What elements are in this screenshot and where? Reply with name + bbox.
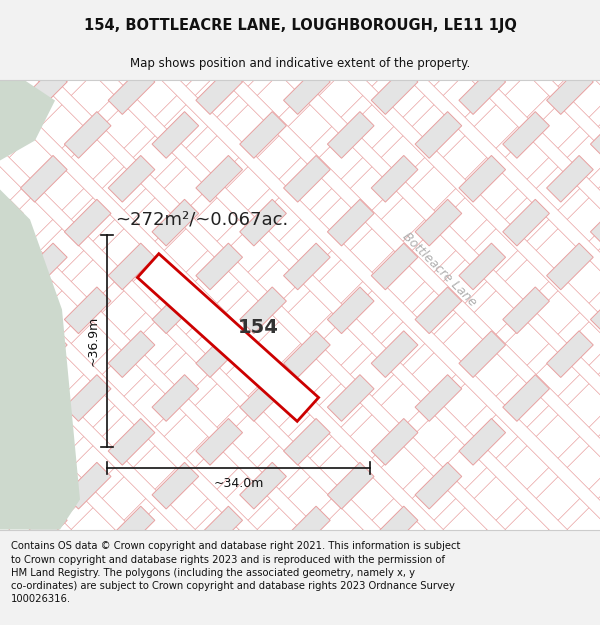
- Polygon shape: [226, 0, 600, 625]
- Polygon shape: [0, 24, 23, 71]
- Polygon shape: [196, 243, 242, 290]
- Text: ~272m²/~0.067ac.: ~272m²/~0.067ac.: [115, 211, 288, 229]
- Polygon shape: [20, 156, 67, 202]
- Polygon shape: [412, 0, 600, 625]
- Polygon shape: [590, 112, 600, 158]
- Polygon shape: [503, 374, 550, 421]
- Polygon shape: [415, 462, 462, 509]
- Text: Map shows position and indicative extent of the property.: Map shows position and indicative extent…: [130, 58, 470, 71]
- Polygon shape: [152, 462, 199, 509]
- Polygon shape: [284, 243, 330, 290]
- Polygon shape: [0, 0, 353, 625]
- Polygon shape: [0, 0, 457, 625]
- Polygon shape: [371, 68, 418, 114]
- Polygon shape: [284, 331, 330, 378]
- Polygon shape: [240, 550, 286, 597]
- Polygon shape: [64, 199, 111, 246]
- Polygon shape: [547, 243, 593, 290]
- Polygon shape: [40, 0, 600, 625]
- Polygon shape: [459, 331, 506, 378]
- Polygon shape: [547, 331, 593, 378]
- Polygon shape: [205, 0, 600, 625]
- Polygon shape: [0, 0, 581, 625]
- Polygon shape: [0, 0, 167, 625]
- Polygon shape: [0, 287, 23, 334]
- Polygon shape: [196, 156, 242, 202]
- Polygon shape: [0, 0, 43, 625]
- Polygon shape: [196, 506, 242, 553]
- Polygon shape: [328, 199, 374, 246]
- Polygon shape: [547, 68, 593, 114]
- Polygon shape: [371, 243, 418, 290]
- Polygon shape: [454, 0, 600, 625]
- Polygon shape: [590, 199, 600, 246]
- Polygon shape: [0, 0, 229, 625]
- Polygon shape: [349, 0, 600, 625]
- Polygon shape: [459, 68, 506, 114]
- Polygon shape: [240, 199, 286, 246]
- Polygon shape: [328, 462, 374, 509]
- Text: Contains OS data © Crown copyright and database right 2021. This information is : Contains OS data © Crown copyright and d…: [11, 541, 460, 604]
- Polygon shape: [0, 462, 23, 509]
- Polygon shape: [459, 419, 506, 465]
- Polygon shape: [0, 0, 476, 625]
- Polygon shape: [19, 0, 600, 625]
- Polygon shape: [0, 81, 55, 161]
- Polygon shape: [371, 506, 418, 553]
- Polygon shape: [328, 112, 374, 158]
- Polygon shape: [0, 374, 23, 421]
- Polygon shape: [473, 0, 600, 625]
- Polygon shape: [0, 550, 23, 597]
- Polygon shape: [152, 550, 199, 597]
- Polygon shape: [0, 0, 415, 625]
- Polygon shape: [108, 243, 155, 290]
- Polygon shape: [590, 24, 600, 71]
- Polygon shape: [0, 0, 395, 625]
- Polygon shape: [0, 112, 23, 158]
- Polygon shape: [503, 112, 550, 158]
- Polygon shape: [328, 24, 374, 71]
- Polygon shape: [196, 331, 242, 378]
- Text: 154: 154: [238, 318, 278, 337]
- Polygon shape: [240, 462, 286, 509]
- Polygon shape: [64, 287, 111, 334]
- Polygon shape: [0, 0, 271, 625]
- Text: 154, BOTTLEACRE LANE, LOUGHBOROUGH, LE11 1JQ: 154, BOTTLEACRE LANE, LOUGHBOROUGH, LE11…: [83, 18, 517, 33]
- Polygon shape: [143, 0, 600, 625]
- Polygon shape: [328, 374, 374, 421]
- Polygon shape: [240, 287, 286, 334]
- Polygon shape: [108, 68, 155, 114]
- Polygon shape: [391, 0, 600, 625]
- Polygon shape: [0, 0, 85, 625]
- Text: ~36.9m: ~36.9m: [86, 316, 100, 366]
- Polygon shape: [515, 0, 600, 625]
- Polygon shape: [577, 0, 600, 625]
- Polygon shape: [64, 550, 111, 597]
- Polygon shape: [371, 156, 418, 202]
- Polygon shape: [64, 24, 111, 71]
- Polygon shape: [415, 199, 462, 246]
- Polygon shape: [152, 112, 199, 158]
- Polygon shape: [196, 68, 242, 114]
- Polygon shape: [284, 506, 330, 553]
- Polygon shape: [152, 287, 199, 334]
- Polygon shape: [163, 0, 600, 625]
- Polygon shape: [503, 199, 550, 246]
- Polygon shape: [240, 374, 286, 421]
- Polygon shape: [108, 419, 155, 465]
- Polygon shape: [590, 287, 600, 334]
- Polygon shape: [415, 112, 462, 158]
- Polygon shape: [459, 156, 506, 202]
- Polygon shape: [328, 287, 374, 334]
- Polygon shape: [0, 0, 518, 625]
- Polygon shape: [415, 24, 462, 71]
- Polygon shape: [0, 81, 600, 529]
- Polygon shape: [101, 0, 600, 625]
- Polygon shape: [459, 243, 506, 290]
- Polygon shape: [240, 112, 286, 158]
- Polygon shape: [82, 0, 600, 625]
